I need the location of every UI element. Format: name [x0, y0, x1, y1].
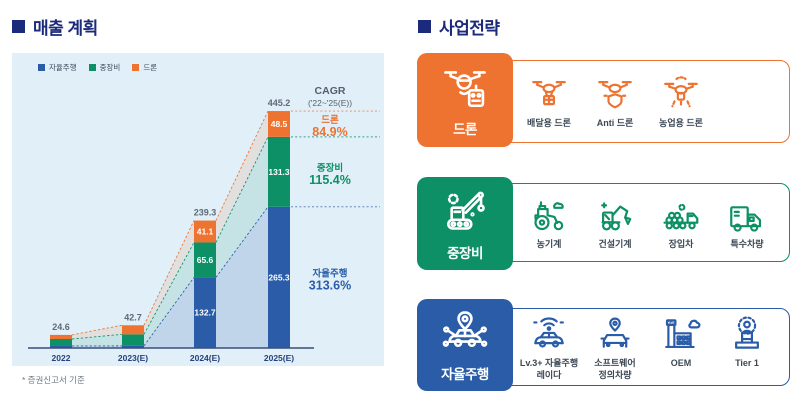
autonomous-car-icon [442, 311, 488, 348]
item-label: OEM [670, 357, 692, 368]
chart-legend: 자율주행 중장비 드론 [38, 62, 157, 73]
business-strategy-title: 사업전략 [418, 14, 500, 39]
podium-person-icon [735, 316, 759, 349]
category-label: 중장비 [447, 245, 483, 261]
svg-text:('22~'25(E)): ('22~'25(E)) [308, 98, 352, 108]
item-label: 농기계 [536, 239, 562, 250]
business-strategy-title-text: 사업전략 [439, 19, 500, 38]
strategy-item: 소프트웨어 정의차량 [582, 313, 648, 381]
item-label: Tier 1 [735, 357, 759, 368]
strategy-item: Anti 드론 [582, 73, 648, 130]
agri-drone-icon [664, 76, 698, 109]
strategy-row-panel: 농기계 건설기계 장입차 특수차량 [458, 183, 790, 262]
strategy-item: 건설기계 [582, 194, 648, 251]
strategy-row-1: 배달용 드론 Anti 드론 농업용 드론 드론 [417, 53, 790, 147]
title-bullet-icon [418, 20, 431, 33]
svg-text:2022: 2022 [52, 353, 71, 363]
anti-drone-icon [598, 81, 632, 109]
legend-swatch-icon [88, 64, 96, 71]
strategy-item: Tier 1 [714, 313, 780, 381]
title-bullet-icon [12, 20, 25, 33]
item-label: Lv.3+ 자율주행 레이다 [519, 357, 579, 380]
legend-item: 드론 [132, 62, 157, 73]
strategy-category-box: 자율주행 [417, 299, 513, 391]
svg-text:드론: 드론 [321, 115, 339, 126]
item-label: 건설기계 [598, 239, 632, 250]
item-label: 특수차량 [730, 239, 764, 250]
item-label: Anti 드론 [596, 118, 634, 129]
drone-remote-icon [444, 71, 486, 108]
item-label: 소프트웨어 정의차량 [594, 357, 636, 380]
strategy-item: 배달용 드론 [516, 73, 582, 130]
strategy-row-panel: Lv.3+ 자율주행 레이다 소프트웨어 정의차량 OEM OEM Tier 1 [458, 308, 790, 386]
strategy-item: OEM OEM [648, 313, 714, 381]
factory-oem-icon: OEM [665, 319, 701, 348]
legend-swatch-icon [132, 64, 140, 71]
svg-text:24.6: 24.6 [52, 322, 70, 332]
strategy-category-box: 중장비 [417, 177, 513, 270]
strategy-items: Lv.3+ 자율주행 레이다 소프트웨어 정의차량 OEM OEM Tier 1 [516, 313, 780, 381]
svg-text:265.3: 265.3 [268, 272, 290, 282]
category-label: 드론 [453, 122, 477, 137]
strategy-row-3: Lv.3+ 자율주행 레이다 소프트웨어 정의차량 OEM OEM Tier 1… [417, 299, 790, 391]
svg-text:48.5: 48.5 [271, 119, 288, 129]
svg-text:132.7: 132.7 [194, 308, 216, 318]
svg-text:313.6%: 313.6% [309, 278, 351, 292]
category-label: 자율주행 [441, 367, 489, 382]
item-label: 배달용 드론 [527, 118, 571, 129]
strategy-item: 농기계 [516, 194, 582, 251]
svg-text:445.2: 445.2 [268, 98, 291, 108]
svg-text:자율주행: 자율주행 [313, 267, 348, 279]
item-label: 농업용 드론 [659, 118, 703, 129]
chart-footnote: * 증권신고서 기준 [22, 375, 85, 385]
svg-text:84.9%: 84.9% [312, 125, 347, 139]
stacked-bar-chart: 24.6 42.7 132.7 65.6 41.1 239.3 265.3 131.3 48.5… [28, 85, 380, 363]
svg-text:2023(E): 2023(E) [118, 353, 148, 363]
strategy-item: 장입차 [648, 194, 714, 251]
svg-text:115.4%: 115.4% [309, 173, 351, 187]
svg-text:65.6: 65.6 [197, 255, 214, 265]
svg-text:2024(E): 2024(E) [190, 353, 220, 363]
radar-car-icon [533, 317, 565, 348]
svg-text:중장비: 중장비 [317, 162, 343, 174]
strategy-items: 배달용 드론 Anti 드론 농업용 드론 [516, 73, 714, 130]
svg-text:2025(E): 2025(E) [264, 353, 294, 363]
strategy-item: 특수차량 [714, 194, 780, 251]
strategy-row-panel: 배달용 드론 Anti 드론 농업용 드론 [458, 60, 790, 143]
tractor-icon [534, 201, 564, 231]
sales-plan-title-text: 매출 계획 [33, 19, 98, 38]
svg-text:239.3: 239.3 [194, 208, 217, 218]
strategy-row-2: 농기계 건설기계 장입차 특수차량 중장비 [417, 177, 790, 270]
strategy-item: Lv.3+ 자율주행 레이다 [516, 313, 582, 381]
svg-text:OEM: OEM [667, 321, 675, 325]
legend-item: 자율주행 [38, 62, 77, 73]
svg-text:CAGR: CAGR [315, 85, 346, 97]
sales-chart-panel: 자율주행 중장비 드론 24.6 42.7 132.7 65.6 41.1 239.3 265.… [12, 53, 384, 366]
special-vehicle-icon [730, 206, 762, 232]
svg-text:42.7: 42.7 [124, 312, 142, 322]
delivery-drone-icon [532, 81, 566, 106]
item-label: 장입차 [668, 239, 694, 250]
svg-text:131.3: 131.3 [268, 167, 290, 177]
strategy-item: 농업용 드론 [648, 73, 714, 130]
strategy-category-box: 드론 [417, 53, 513, 147]
svg-text:41.1: 41.1 [197, 226, 214, 236]
sdv-car-icon [600, 317, 630, 348]
strategy-items: 농기계 건설기계 장입차 특수차량 [516, 194, 780, 251]
excavator-icon [601, 202, 632, 231]
legend-item: 중장비 [88, 62, 120, 73]
sales-plan-title: 매출 계획 [12, 14, 98, 39]
crawler-crane-icon [447, 191, 485, 230]
legend-swatch-icon [38, 64, 45, 71]
loader-truck-icon [663, 203, 699, 230]
